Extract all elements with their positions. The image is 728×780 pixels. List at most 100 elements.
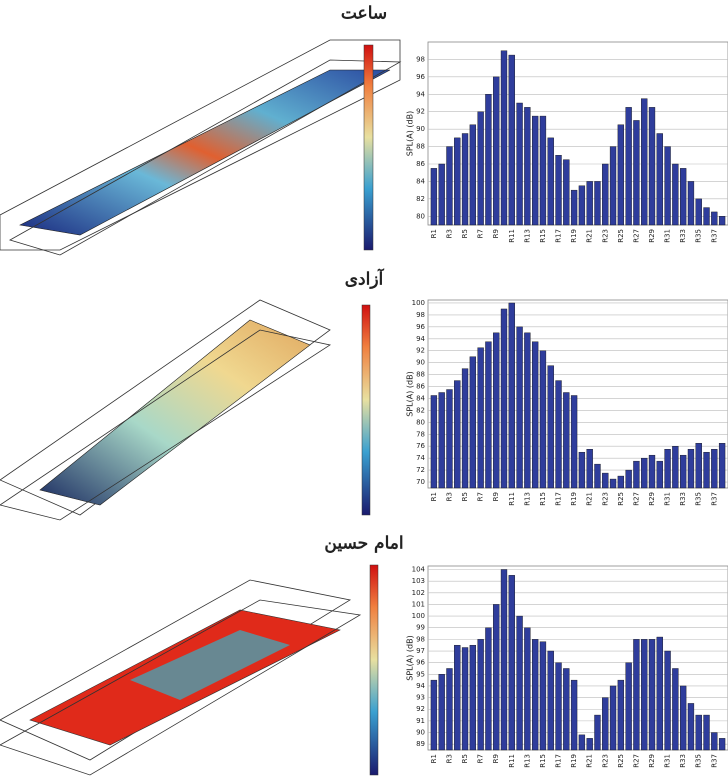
y-tick-label: 97	[416, 647, 425, 655]
x-tick-label: R35	[695, 492, 703, 506]
bar	[547, 137, 554, 226]
y-tick-label: 100	[412, 299, 425, 307]
bar	[602, 472, 609, 489]
bar	[679, 168, 687, 226]
bar	[586, 738, 593, 751]
bar	[500, 50, 508, 226]
bar	[446, 389, 453, 489]
bar	[687, 449, 695, 489]
bar	[555, 662, 562, 751]
bar	[695, 714, 702, 751]
bar	[555, 380, 562, 489]
bar	[461, 133, 469, 226]
y-tick-label: 92	[416, 347, 425, 355]
x-tick-label: R29	[648, 229, 656, 243]
bar	[718, 443, 726, 489]
bar	[672, 668, 679, 751]
y-tick-label: 88	[416, 143, 425, 151]
bar	[555, 155, 562, 226]
x-tick-label: R25	[617, 754, 625, 768]
x-tick-label: R37	[710, 492, 718, 506]
x-tick-label: R19	[570, 754, 578, 768]
y-tick-label: 89	[416, 740, 425, 748]
bar	[469, 356, 477, 489]
y-tick-label: 98	[416, 311, 425, 319]
x-tick-label: R17	[555, 492, 563, 506]
y-tick-label: 91	[416, 717, 425, 725]
bar	[438, 392, 445, 489]
bar	[516, 326, 523, 489]
bar	[602, 163, 609, 226]
bar	[641, 639, 648, 751]
chart-title: ساعت	[341, 4, 387, 24]
y-tick-label: 103	[412, 577, 425, 585]
bar	[594, 463, 601, 489]
bar	[469, 644, 477, 751]
bar	[454, 137, 461, 226]
bar	[493, 76, 500, 226]
y-tick-label: 95	[416, 670, 425, 678]
x-tick-label: R13	[523, 754, 531, 768]
bar	[617, 124, 625, 226]
bar	[609, 146, 617, 226]
x-tick-label: R5	[461, 492, 469, 501]
y-axis-label: SPL(A) (dB)	[406, 371, 415, 416]
bar	[454, 380, 461, 489]
bar	[664, 650, 671, 751]
x-tick-label: R1	[430, 492, 438, 501]
x-tick-label: R31	[664, 754, 672, 768]
x-tick-label: R15	[539, 229, 547, 243]
render-2	[0, 299, 371, 521]
x-tick-label: R7	[477, 754, 485, 763]
y-tick-label: 92	[416, 108, 425, 116]
y-tick-label: 72	[416, 466, 425, 474]
y-tick-label: 90	[416, 125, 425, 133]
y-tick-label: 88	[416, 371, 425, 379]
x-tick-label: R19	[570, 229, 578, 243]
bar	[485, 341, 492, 489]
bar	[485, 627, 492, 751]
y-tick-label: 80	[416, 212, 425, 220]
y-tick-label: 102	[412, 589, 425, 597]
bar	[711, 211, 718, 226]
x-tick-label: R3	[445, 229, 453, 238]
x-tick-label: R9	[492, 754, 500, 763]
bar	[539, 350, 547, 489]
y-tick-label: 96	[416, 323, 425, 331]
x-tick-label: R25	[617, 492, 625, 506]
bar	[695, 198, 702, 226]
x-tick-label: R35	[695, 229, 703, 243]
y-tick-label: 74	[416, 454, 425, 462]
bar	[461, 647, 469, 751]
x-tick-label: R29	[648, 492, 656, 506]
bar	[633, 120, 640, 226]
y-tick-label: 84	[416, 177, 425, 185]
bar	[633, 460, 640, 489]
x-tick-label: R37	[710, 754, 718, 768]
x-tick-label: R33	[679, 754, 687, 768]
bar	[617, 679, 625, 751]
bar	[516, 615, 523, 751]
bar	[625, 662, 632, 751]
bar	[609, 685, 617, 751]
bar	[625, 469, 632, 489]
y-tick-label: 94	[416, 90, 425, 98]
bar	[547, 650, 554, 751]
bar	[625, 107, 632, 226]
y-tick-label: 76	[416, 442, 425, 450]
render-1	[0, 39, 402, 256]
bar	[531, 115, 539, 226]
bar	[508, 302, 515, 489]
x-tick-label: R1	[430, 754, 438, 763]
x-tick-label: R37	[710, 229, 718, 243]
x-tick-label: R17	[555, 754, 563, 768]
x-tick-label: R27	[632, 754, 640, 768]
chart-title: آزادی	[345, 268, 385, 290]
y-tick-label: 80	[416, 418, 425, 426]
bar	[446, 146, 453, 226]
bar	[430, 679, 438, 751]
bar	[430, 168, 438, 226]
bar	[656, 460, 663, 489]
x-tick-label: R7	[477, 229, 485, 238]
